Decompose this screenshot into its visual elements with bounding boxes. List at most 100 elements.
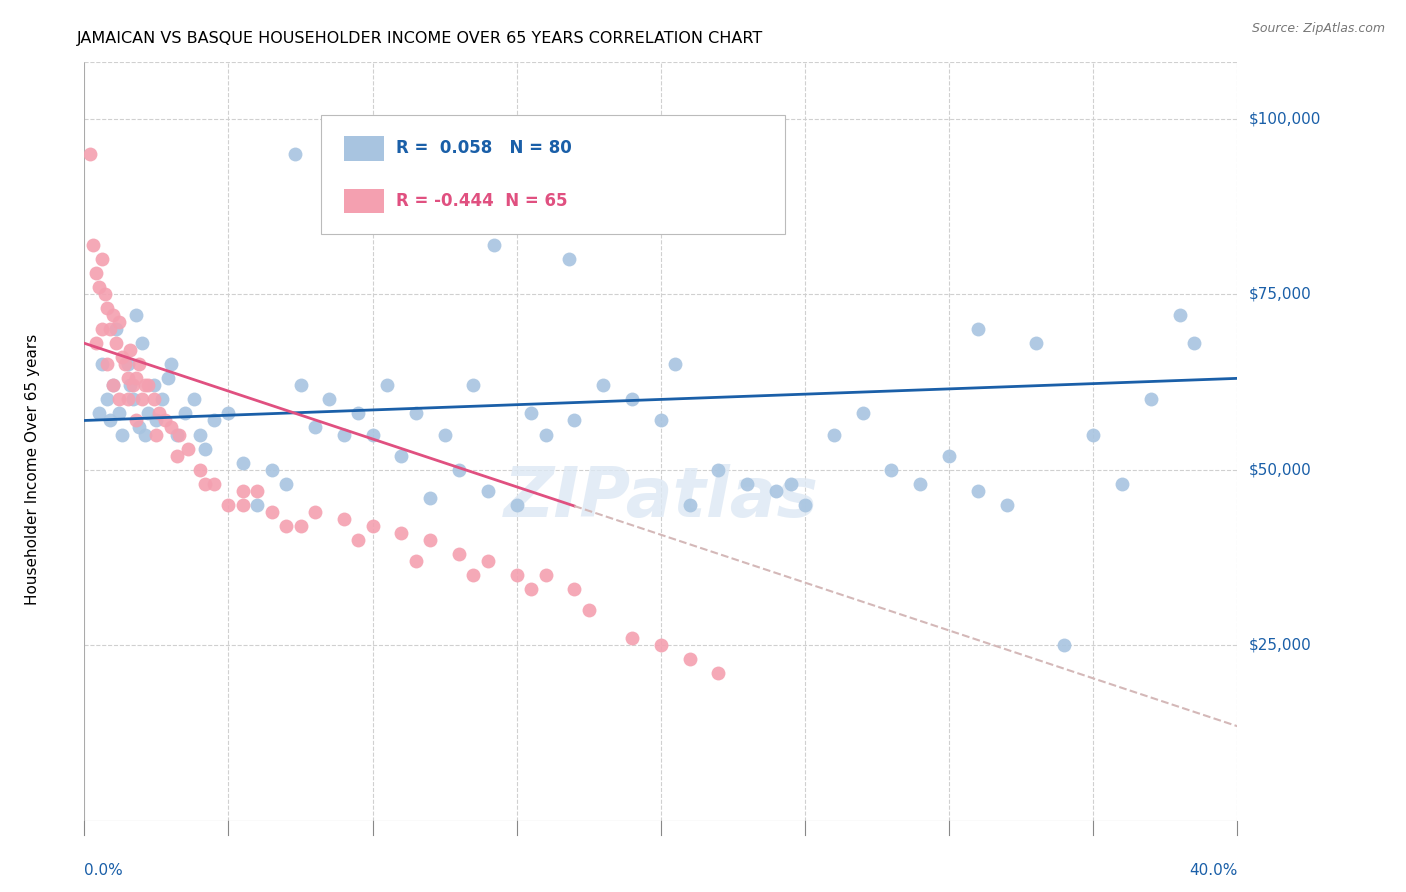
Point <box>166 427 188 442</box>
Point <box>1111 476 1133 491</box>
Point <box>534 427 557 442</box>
Point <box>87 280 110 294</box>
Point <box>218 407 240 421</box>
Point <box>131 336 153 351</box>
Point <box>318 392 340 407</box>
Point <box>177 442 200 456</box>
Point <box>1168 308 1191 322</box>
Point <box>520 582 543 596</box>
Point <box>621 631 644 645</box>
Point <box>477 483 499 498</box>
Point <box>142 392 165 407</box>
Point <box>534 568 557 582</box>
Point <box>707 666 730 681</box>
Point <box>650 413 672 427</box>
Point <box>84 336 107 351</box>
Point <box>506 498 529 512</box>
Point <box>122 378 145 392</box>
Point <box>120 343 142 358</box>
Point <box>174 407 197 421</box>
Point <box>1182 336 1205 351</box>
Text: JAMAICAN VS BASQUE HOUSEHOLDER INCOME OVER 65 YEARS CORRELATION CHART: JAMAICAN VS BASQUE HOUSEHOLDER INCOME OV… <box>77 31 763 46</box>
Point <box>391 449 413 463</box>
Point <box>347 407 370 421</box>
Point <box>134 427 156 442</box>
Point <box>125 413 148 427</box>
Point <box>304 505 326 519</box>
Point <box>463 568 485 582</box>
Point <box>679 498 702 512</box>
Point <box>108 392 131 407</box>
Point <box>218 498 240 512</box>
Point <box>90 357 112 371</box>
Point <box>592 378 614 392</box>
Point <box>304 420 326 434</box>
Point <box>105 322 128 336</box>
Point <box>188 427 211 442</box>
Point <box>1140 392 1163 407</box>
Point <box>145 413 167 427</box>
Point <box>202 413 225 427</box>
Text: 0.0%: 0.0% <box>84 863 124 878</box>
Point <box>391 525 413 540</box>
Point <box>564 582 586 596</box>
Point <box>111 351 134 365</box>
Text: Source: ZipAtlas.com: Source: ZipAtlas.com <box>1251 22 1385 36</box>
Text: Householder Income Over 65 years: Householder Income Over 65 years <box>25 334 39 606</box>
Point <box>433 427 456 442</box>
Point <box>664 357 686 371</box>
Point <box>246 498 269 512</box>
Point <box>120 378 142 392</box>
Point <box>136 407 159 421</box>
Point <box>333 427 356 442</box>
Point <box>852 407 875 421</box>
Point <box>98 413 121 427</box>
Point <box>93 287 115 301</box>
Point <box>169 427 191 442</box>
Point <box>150 392 173 407</box>
Point <box>794 498 817 512</box>
Point <box>108 315 131 329</box>
Point <box>823 427 845 442</box>
Point <box>679 652 702 666</box>
Point <box>339 182 361 196</box>
Point <box>347 533 370 547</box>
Point <box>375 378 398 392</box>
Point <box>156 371 179 385</box>
Point <box>117 371 139 385</box>
Point <box>361 518 384 533</box>
Point <box>166 449 188 463</box>
Point <box>707 462 730 476</box>
Text: R =  0.058   N = 80: R = 0.058 N = 80 <box>395 139 571 157</box>
Point <box>910 476 932 491</box>
Point <box>105 336 128 351</box>
Point <box>125 308 148 322</box>
Text: $100,000: $100,000 <box>1249 112 1322 126</box>
Point <box>284 146 307 161</box>
Point <box>967 483 990 498</box>
Point <box>134 378 156 392</box>
Point <box>520 407 543 421</box>
Point <box>82 238 104 252</box>
Point <box>650 638 672 652</box>
Point <box>419 533 441 547</box>
Point <box>290 518 312 533</box>
Point <box>779 476 801 491</box>
Point <box>1025 336 1047 351</box>
Point <box>564 413 586 427</box>
Point <box>103 378 124 392</box>
Point <box>463 378 485 392</box>
Text: ZIPatlas: ZIPatlas <box>503 464 818 532</box>
Point <box>142 378 165 392</box>
Point <box>737 476 759 491</box>
Point <box>87 407 110 421</box>
Point <box>96 301 118 315</box>
Point <box>96 357 118 371</box>
Point <box>79 146 101 161</box>
Point <box>405 554 427 568</box>
Point <box>202 476 225 491</box>
Point <box>938 449 960 463</box>
Point <box>260 505 283 519</box>
Point <box>290 378 312 392</box>
Point <box>90 322 112 336</box>
